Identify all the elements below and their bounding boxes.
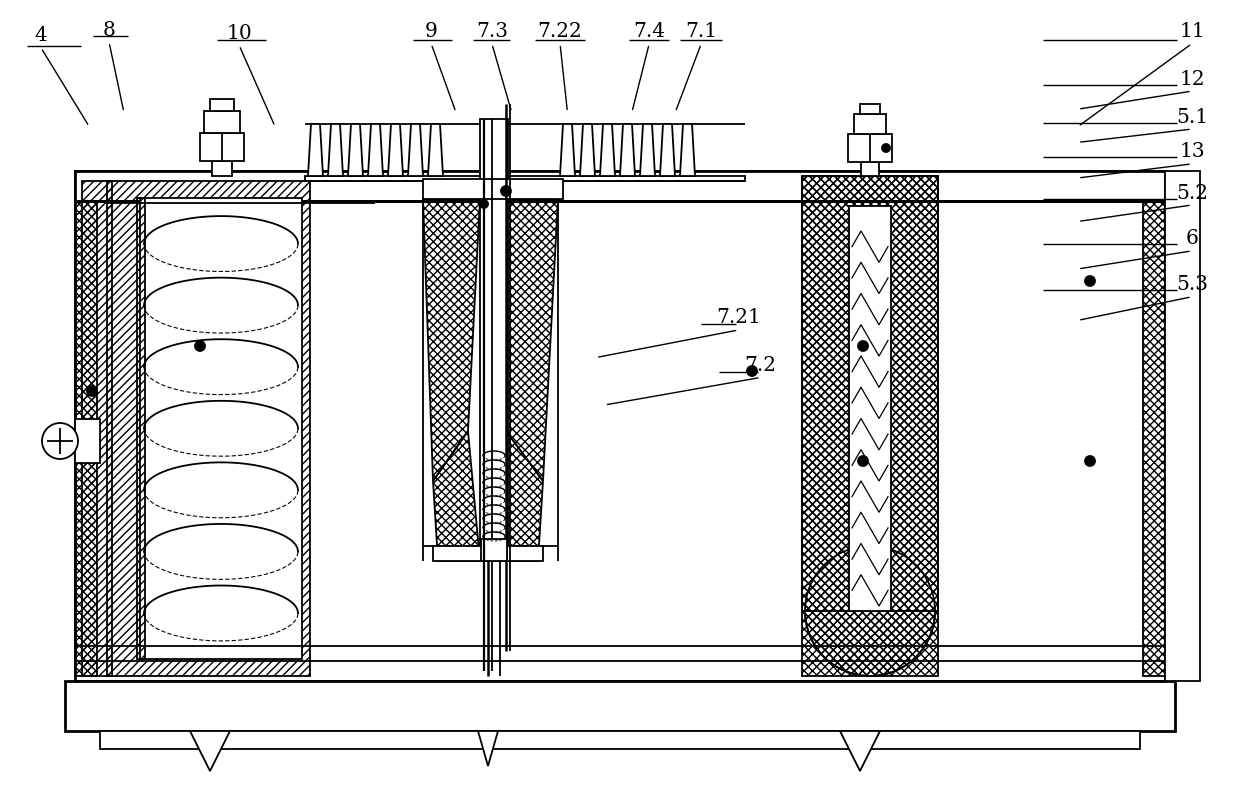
Polygon shape: [660, 124, 675, 176]
Polygon shape: [620, 124, 636, 176]
Bar: [860, 104, 880, 114]
Bar: [305, 176, 745, 181]
Bar: [422, 179, 563, 199]
Bar: [76, 201, 97, 676]
Circle shape: [1085, 456, 1095, 466]
Bar: [209, 99, 234, 111]
Text: 8: 8: [103, 21, 115, 40]
Bar: [140, 198, 302, 659]
Polygon shape: [328, 124, 343, 176]
Bar: [849, 206, 891, 611]
Bar: [64, 681, 1175, 731]
Text: 4: 4: [35, 26, 47, 45]
Bar: [861, 162, 878, 176]
Text: 5.1: 5.1: [1176, 108, 1208, 127]
Bar: [432, 546, 543, 561]
Bar: [802, 176, 938, 611]
Text: 13: 13: [1180, 142, 1204, 161]
Circle shape: [857, 341, 869, 351]
Polygon shape: [641, 124, 655, 176]
Text: 7.4: 7.4: [633, 22, 665, 41]
Polygon shape: [368, 124, 383, 176]
Polygon shape: [190, 731, 230, 771]
Text: 7.1: 7.1: [685, 22, 717, 41]
Polygon shape: [348, 124, 363, 176]
Bar: [107, 181, 310, 676]
Text: 11: 11: [1180, 22, 1204, 41]
Bar: [481, 539, 507, 561]
Polygon shape: [560, 124, 575, 176]
Bar: [76, 171, 1165, 681]
Circle shape: [42, 423, 78, 459]
Bar: [100, 731, 1140, 749]
Text: 9: 9: [425, 22, 437, 41]
Polygon shape: [388, 124, 403, 176]
Circle shape: [857, 456, 869, 466]
Polygon shape: [680, 124, 695, 176]
Circle shape: [195, 341, 204, 351]
Polygon shape: [309, 124, 323, 176]
Bar: [199, 133, 244, 161]
Text: 12: 12: [1180, 70, 1204, 89]
Polygon shape: [478, 731, 498, 766]
Text: 5.2: 5.2: [1176, 184, 1208, 202]
Text: 6: 6: [1186, 229, 1198, 248]
Text: 7.2: 7.2: [745, 356, 777, 375]
Bar: [76, 171, 1165, 201]
Polygon shape: [427, 124, 444, 176]
Text: 7.22: 7.22: [538, 22, 582, 41]
Bar: [854, 114, 886, 134]
Bar: [847, 134, 892, 162]
Text: 7.21: 7.21: [716, 308, 761, 327]
Text: 7.3: 7.3: [476, 22, 508, 41]
Bar: [1165, 171, 1201, 681]
Bar: [204, 111, 240, 133]
Circle shape: [882, 144, 890, 152]
Polygon shape: [580, 124, 595, 176]
Bar: [82, 181, 112, 676]
Polygon shape: [408, 124, 422, 176]
Text: 5.3: 5.3: [1176, 275, 1208, 294]
Circle shape: [87, 386, 97, 396]
Bar: [212, 161, 232, 176]
Bar: [138, 198, 145, 659]
Circle shape: [747, 366, 757, 376]
Circle shape: [479, 200, 488, 208]
Circle shape: [1085, 276, 1095, 286]
Text: 10: 10: [227, 24, 252, 43]
Circle shape: [501, 186, 510, 196]
Polygon shape: [840, 731, 880, 771]
Bar: [479, 119, 508, 561]
Bar: [76, 419, 100, 463]
Polygon shape: [600, 124, 615, 176]
Bar: [1144, 201, 1165, 676]
